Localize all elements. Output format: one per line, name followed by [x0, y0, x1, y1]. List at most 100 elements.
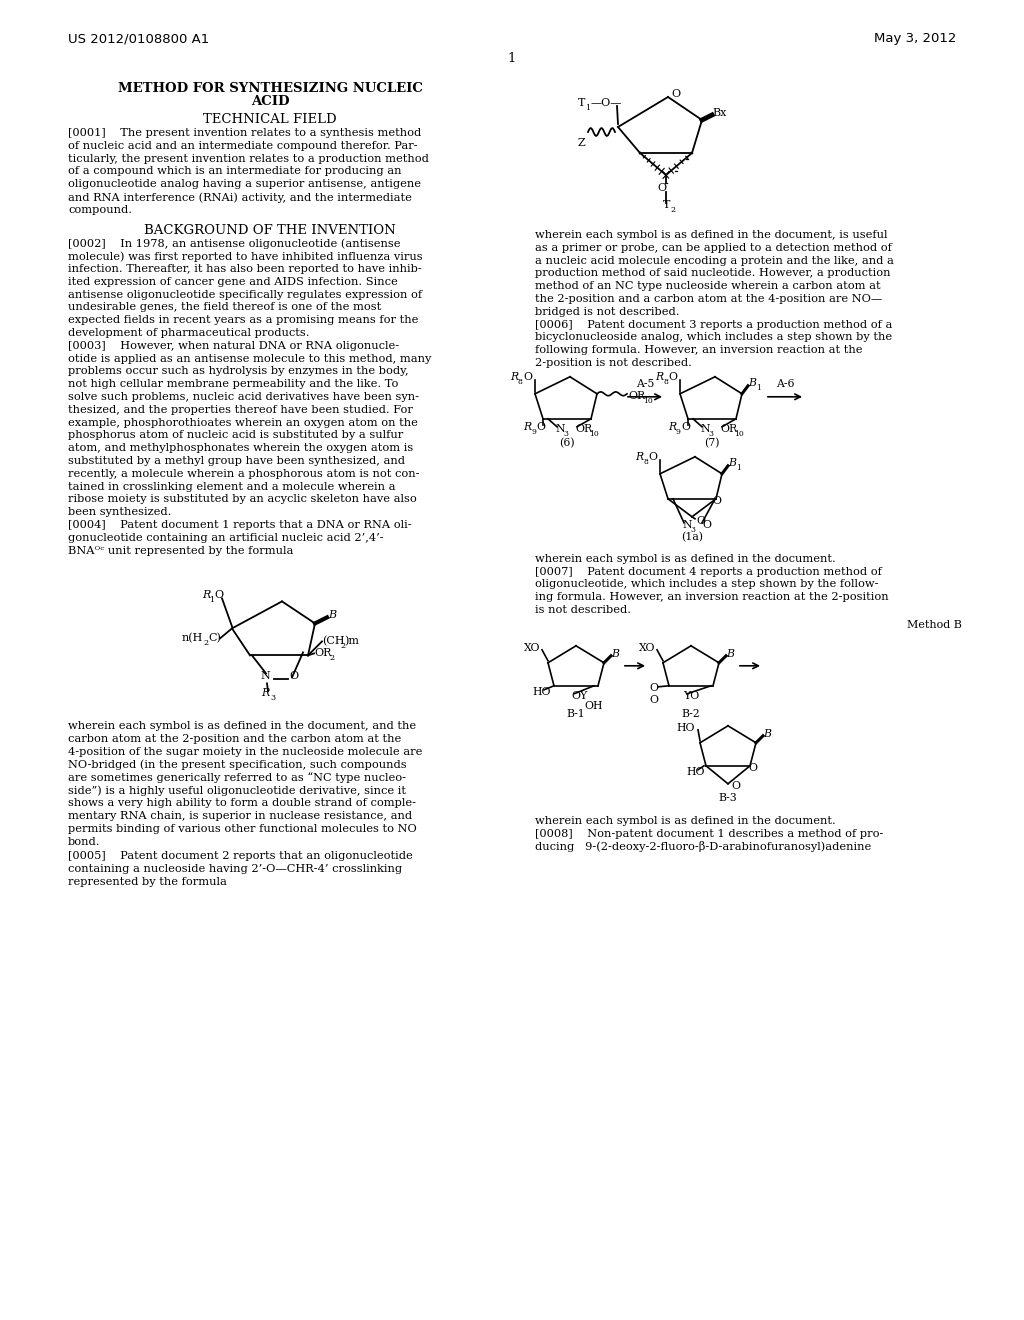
Text: O: O	[649, 694, 658, 705]
Text: 2-position is not described.: 2-position is not described.	[535, 358, 692, 368]
Text: B: B	[328, 610, 336, 620]
Text: 2: 2	[329, 655, 334, 663]
Text: N: N	[682, 520, 691, 529]
Text: R: R	[523, 422, 531, 432]
Text: OR: OR	[575, 424, 592, 434]
Text: Method B: Method B	[907, 620, 962, 630]
Text: T: T	[663, 201, 671, 210]
Text: O: O	[671, 88, 680, 99]
Text: a nucleic acid molecule encoding a protein and the like, and a: a nucleic acid molecule encoding a prote…	[535, 256, 894, 265]
Text: phosphorus atom of nucleic acid is substituted by a sulfur: phosphorus atom of nucleic acid is subst…	[68, 430, 403, 441]
Text: Z: Z	[578, 139, 586, 148]
Text: 3: 3	[270, 694, 275, 702]
Text: B: B	[748, 378, 756, 388]
Text: antisense oligonucleotide specifically regulates expression of: antisense oligonucleotide specifically r…	[68, 289, 422, 300]
Text: bridged is not described.: bridged is not described.	[535, 306, 680, 317]
Text: wherein each symbol is as defined in the document, is useful: wherein each symbol is as defined in the…	[535, 230, 888, 240]
Text: O: O	[702, 520, 711, 529]
Text: R: R	[202, 590, 210, 601]
Text: O: O	[523, 372, 532, 381]
Text: the 2-position and a carbon atom at the 4-position are NO—: the 2-position and a carbon atom at the …	[535, 294, 883, 304]
Text: following formula. However, an inversion reaction at the: following formula. However, an inversion…	[535, 346, 862, 355]
Text: 2: 2	[340, 643, 345, 651]
Text: O: O	[731, 781, 740, 791]
Text: B: B	[726, 649, 734, 659]
Text: otide is applied as an antisense molecule to this method, many: otide is applied as an antisense molecul…	[68, 354, 431, 363]
Text: (1a): (1a)	[681, 532, 703, 543]
Text: R: R	[655, 372, 664, 381]
Text: OR: OR	[314, 648, 332, 659]
Text: BNAᴼᶜ unit represented by the formula: BNAᴼᶜ unit represented by the formula	[68, 545, 293, 556]
Text: HO: HO	[686, 767, 705, 776]
Text: OY: OY	[571, 690, 587, 701]
Text: 1: 1	[736, 463, 741, 471]
Text: is not described.: is not described.	[535, 605, 631, 615]
Text: NO-bridged (in the present specification, such compounds: NO-bridged (in the present specification…	[68, 760, 407, 771]
Text: OH: OH	[584, 701, 602, 710]
Text: 1: 1	[209, 597, 214, 605]
Text: 4-position of the sugar moiety in the nucleoside molecule are: 4-position of the sugar moiety in the nu…	[68, 747, 422, 756]
Text: wherein each symbol is as defined in the document, and the: wherein each symbol is as defined in the…	[68, 722, 416, 731]
Text: and RNA interference (RNAi) activity, and the intermediate: and RNA interference (RNAi) activity, an…	[68, 191, 412, 202]
Text: A-5: A-5	[636, 379, 654, 389]
Text: B: B	[728, 458, 736, 467]
Text: O: O	[712, 496, 721, 506]
Text: of nucleic acid and an intermediate compound therefor. Par-: of nucleic acid and an intermediate comp…	[68, 141, 418, 150]
Text: T: T	[578, 98, 586, 108]
Text: [0003]    However, when natural DNA or RNA oligonucle-: [0003] However, when natural DNA or RNA …	[68, 341, 399, 351]
Text: production method of said nucleotide. However, a production: production method of said nucleotide. Ho…	[535, 268, 891, 279]
Text: R: R	[635, 451, 643, 462]
Text: are sometimes generically referred to as “NC type nucleo-: are sometimes generically referred to as…	[68, 772, 406, 783]
Text: ribose moiety is substituted by an acyclic skeleton have also: ribose moiety is substituted by an acycl…	[68, 495, 417, 504]
Text: (CH: (CH	[322, 636, 345, 647]
Text: ducing   9-(2-deoxy-2-fluoro-β-D-arabinofuranosyl)adenine: ducing 9-(2-deoxy-2-fluoro-β-D-arabinofu…	[535, 841, 871, 853]
Text: O: O	[289, 672, 298, 681]
Text: C): C)	[208, 634, 221, 644]
Text: 10: 10	[643, 397, 652, 405]
Text: [0004]    Patent document 1 reports that a DNA or RNA oli-: [0004] Patent document 1 reports that a …	[68, 520, 412, 531]
Text: recently, a molecule wherein a phosphorous atom is not con-: recently, a molecule wherein a phosphoro…	[68, 469, 420, 479]
Text: )m: )m	[344, 636, 359, 647]
Text: US 2012/0108800 A1: US 2012/0108800 A1	[68, 32, 209, 45]
Text: [0002]    In 1978, an antisense oligonucleotide (antisense: [0002] In 1978, an antisense oligonucleo…	[68, 239, 400, 249]
Text: B-1: B-1	[566, 709, 586, 719]
Text: 3: 3	[690, 525, 695, 533]
Text: solve such problems, nucleic acid derivatives have been syn-: solve such problems, nucleic acid deriva…	[68, 392, 419, 403]
Text: O: O	[668, 372, 677, 381]
Text: shows a very high ability to form a double strand of comple-: shows a very high ability to form a doub…	[68, 799, 416, 808]
Text: (7): (7)	[705, 438, 720, 447]
Text: 9: 9	[676, 428, 681, 436]
Text: containing a nucleoside having 2’-O—CHR-4’ crosslinking: containing a nucleoside having 2’-O—CHR-…	[68, 865, 402, 874]
Text: 3: 3	[563, 430, 568, 438]
Text: wherein each symbol is as defined in the document.: wherein each symbol is as defined in the…	[535, 816, 836, 826]
Text: B-2: B-2	[682, 709, 700, 719]
Text: compound.: compound.	[68, 205, 132, 215]
Text: O: O	[214, 590, 223, 601]
Text: R: R	[261, 689, 269, 698]
Text: ited expression of cancer gene and AIDS infection. Since: ited expression of cancer gene and AIDS …	[68, 277, 397, 286]
Text: oligonucleotide analog having a superior antisense, antigene: oligonucleotide analog having a superior…	[68, 180, 421, 189]
Text: OR: OR	[720, 424, 737, 434]
Text: O: O	[696, 516, 705, 525]
Text: oligonucleotide, which includes a step shown by the follow-: oligonucleotide, which includes a step s…	[535, 579, 879, 590]
Text: A-6: A-6	[776, 379, 795, 389]
Text: O: O	[748, 763, 757, 772]
Text: 1: 1	[508, 51, 516, 65]
Text: N: N	[700, 424, 710, 434]
Text: represented by the formula: represented by the formula	[68, 876, 227, 887]
Text: Bx: Bx	[712, 108, 726, 117]
Text: HO: HO	[676, 723, 694, 733]
Text: gonucleotide containing an artificial nucleic acid 2’,4’-: gonucleotide containing an artificial nu…	[68, 533, 384, 543]
Text: TECHNICAL FIELD: TECHNICAL FIELD	[203, 114, 337, 125]
Text: tained in crosslinking element and a molecule wherein a: tained in crosslinking element and a mol…	[68, 482, 395, 491]
Text: undesirable genes, the field thereof is one of the most: undesirable genes, the field thereof is …	[68, 302, 381, 313]
Text: been synthesized.: been synthesized.	[68, 507, 171, 517]
Text: [0001]    The present invention relates to a synthesis method: [0001] The present invention relates to …	[68, 128, 421, 139]
Text: molecule) was first reported to have inhibited influenza virus: molecule) was first reported to have inh…	[68, 251, 423, 261]
Text: ticularly, the present invention relates to a production method: ticularly, the present invention relates…	[68, 153, 429, 164]
Text: YO: YO	[683, 690, 699, 701]
Text: expected fields in recent years as a promising means for the: expected fields in recent years as a pro…	[68, 315, 419, 325]
Text: n(H: n(H	[182, 634, 204, 644]
Text: thesized, and the properties thereof have been studied. For: thesized, and the properties thereof hav…	[68, 405, 413, 414]
Text: BACKGROUND OF THE INVENTION: BACKGROUND OF THE INVENTION	[144, 223, 396, 236]
